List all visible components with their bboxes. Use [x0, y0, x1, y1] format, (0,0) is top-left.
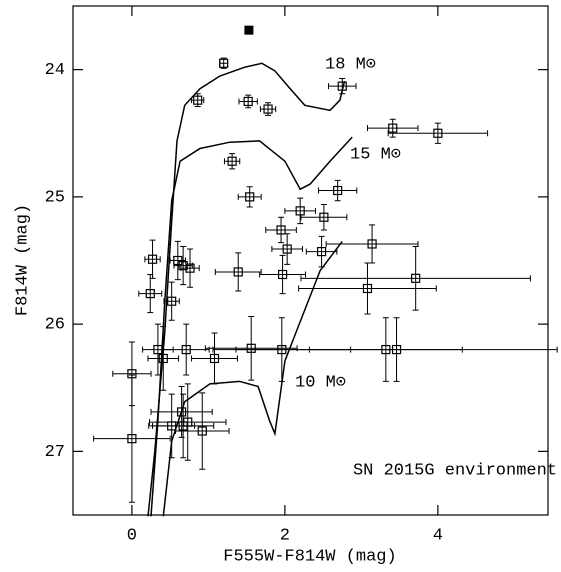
point — [362, 283, 373, 294]
point — [282, 244, 292, 254]
isochrone-label: 18 M⊙ — [325, 55, 376, 74]
y-error-bar — [320, 204, 327, 231]
y-error-bar — [174, 240, 181, 281]
y-error-bar — [278, 216, 285, 244]
point — [145, 288, 155, 299]
y-tick-label: 25 — [45, 188, 65, 207]
y-tick-label: 27 — [45, 443, 65, 462]
point — [178, 260, 188, 271]
isochrone — [147, 62, 346, 517]
point — [167, 296, 177, 306]
y-error-bar — [412, 246, 419, 311]
y-error-bar — [284, 233, 291, 265]
y-error-bar — [297, 197, 304, 225]
point — [316, 246, 327, 257]
point — [367, 239, 377, 249]
y-error-bar — [229, 153, 236, 170]
y-error-bar — [184, 383, 191, 461]
point — [197, 426, 207, 436]
point — [246, 343, 256, 353]
plot-frame — [72, 5, 549, 516]
point — [193, 95, 203, 105]
y-error-bar — [187, 248, 194, 288]
y-error-bar — [364, 262, 371, 315]
y-error-bar — [168, 281, 175, 321]
point — [277, 269, 288, 280]
y-error-bar — [235, 252, 242, 292]
point — [183, 417, 193, 427]
point — [147, 254, 158, 264]
point — [276, 225, 286, 235]
y-error-bar — [128, 374, 135, 503]
point — [243, 96, 253, 107]
y-axis-label: F814W (mag) — [13, 204, 32, 316]
y-error-bar — [199, 392, 206, 470]
y-error-bar — [339, 78, 346, 95]
isochrone-label: 10 M⊙ — [295, 373, 346, 392]
y-error-bar — [220, 57, 227, 69]
y-error-bar — [180, 246, 187, 286]
point — [209, 353, 220, 364]
y-error-bar — [246, 186, 253, 208]
point — [185, 263, 195, 273]
point — [158, 353, 168, 364]
y-error-bar — [248, 315, 255, 381]
y-error-bar — [389, 118, 396, 138]
x-axis-label: F555W-F814W (mag) — [223, 547, 396, 566]
y-error-bar — [154, 323, 161, 376]
point — [295, 206, 305, 216]
y-error-bar — [434, 122, 441, 144]
x-tick-label: 2 — [280, 526, 290, 545]
point — [263, 104, 273, 114]
annotation: SN 2015G environment — [353, 461, 557, 480]
point — [333, 185, 343, 196]
y-error-bar — [318, 235, 325, 268]
point — [173, 255, 183, 266]
point — [233, 267, 243, 277]
y-error-bar — [160, 326, 167, 391]
point — [337, 81, 347, 91]
point — [127, 434, 137, 444]
point — [227, 156, 237, 166]
point — [411, 273, 421, 283]
y-error-bar — [147, 273, 154, 314]
point — [181, 344, 191, 355]
point — [391, 344, 402, 355]
y-error-bar — [393, 317, 400, 382]
y-error-bar — [183, 323, 190, 376]
point — [153, 344, 163, 355]
y-tick-label: 24 — [45, 61, 65, 80]
point — [245, 192, 255, 202]
y-tick-label: 26 — [45, 316, 65, 335]
point — [433, 128, 443, 138]
point — [219, 58, 229, 68]
y-error-bar — [211, 332, 218, 385]
isochrone-label: 15 M⊙ — [350, 145, 401, 164]
x-tick-label: 4 — [433, 526, 443, 545]
y-error-bar — [279, 254, 286, 295]
point — [177, 407, 187, 417]
x-tick-label: 0 — [127, 526, 137, 545]
y-error-bar — [334, 179, 341, 202]
point — [388, 123, 398, 133]
point — [319, 212, 329, 222]
filled-point — [244, 25, 254, 35]
